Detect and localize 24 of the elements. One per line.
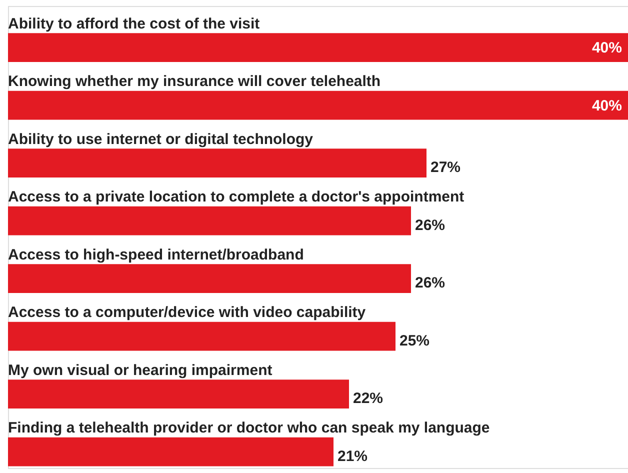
bar: [8, 90, 628, 120]
y-tick-label: Access to a computer/device with video capability: [8, 304, 366, 322]
data-label: 40%: [592, 97, 622, 114]
data-label: 26%: [415, 216, 446, 234]
y-tick-label: Access to a private location to complete a doctor's appointment: [8, 188, 464, 206]
data-label: 27%: [430, 159, 461, 176]
data-label: 40%: [592, 40, 622, 57]
bar: [8, 148, 426, 178]
bar: [8, 206, 411, 236]
y-tick-label: Ability to use internet or digital technology: [8, 130, 314, 148]
bar: [8, 322, 396, 351]
y-tick-label: Knowing whether my insurance will cover telehealth: [8, 73, 381, 90]
data-label: 26%: [415, 274, 446, 292]
bar: [8, 437, 334, 466]
y-tick-label: Access to high-speed internet/broadband: [8, 246, 304, 264]
bar: [8, 264, 411, 294]
data-label: 22%: [353, 390, 384, 408]
bar: [8, 380, 349, 409]
y-tick-label: Finding a telehealth provider or doctor who can speak my language: [8, 420, 490, 437]
data-label: 25%: [400, 332, 430, 350]
bar: [8, 33, 628, 62]
data-label: 21%: [338, 448, 368, 465]
y-tick-label: My own visual or hearing impairment: [8, 362, 272, 379]
y-tick-label: Ability to afford the cost of the visit: [8, 15, 260, 32]
